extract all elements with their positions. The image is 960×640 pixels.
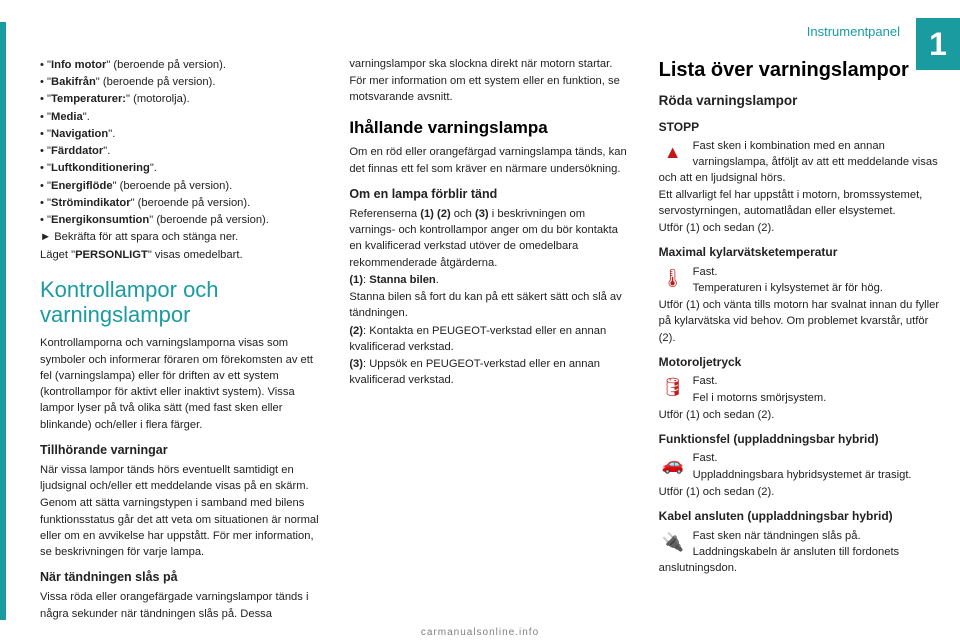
menu-bullet: "Färddator". (50, 143, 321, 159)
warning-lead: Fast sken när tändningen slås på. (659, 528, 940, 544)
menu-bullet: "Energikonsumtion" (beroende på version)… (50, 212, 321, 228)
warning-body: Ett allvarligt fel har uppstått i motorn… (659, 187, 940, 219)
warning-item-block: 🛢Fast.Fel i motorns smörjsystem. (659, 373, 940, 405)
warning-lead: Fast. (659, 450, 940, 466)
col2-p4: Referenserna (1) (2) och (3) i beskrivni… (349, 206, 630, 271)
warning-body: Fel i motorns smörjsystem. (659, 390, 940, 406)
col2-h4-forblir: Om en lampa förblir tänd (349, 185, 630, 203)
col1-p2: När vissa lampor tänds hörs eventuellt s… (40, 462, 321, 494)
t: (3) (349, 358, 363, 370)
warning-lead: Fast. (659, 373, 940, 389)
warning-item-block: 🌡Fast.Temperaturen i kylsystemet är för … (659, 264, 940, 296)
warning-action: Utför (1) och sedan (2). (659, 484, 940, 500)
col2-p2: För mer information om ett system eller … (349, 73, 630, 105)
footer-url: carmanualsonline.info (0, 627, 960, 638)
col2-l3: (3): Uppsök en PEUGEOT-verkstad eller en… (349, 356, 630, 388)
menu-bullet: "Strömindikator" (beroende på version). (50, 195, 321, 211)
warning-action: Utför (1) och sedan (2). (659, 220, 940, 236)
menu-bullet: "Temperaturer:" (motorolja). (50, 91, 321, 107)
col3-title: Lista över varningslampor (659, 56, 940, 85)
t: (1) (2) (420, 208, 450, 220)
t: (2) (349, 325, 363, 337)
section-heading-kontrollampor: Kontrollampor och varningslampor (40, 277, 321, 328)
t: och (451, 208, 475, 220)
warning-lead: Fast. (659, 264, 940, 280)
warning-item-title: Maximal kylarvätsketemperatur (659, 244, 940, 261)
header-section-label: Instrumentpanel (807, 24, 900, 39)
warning-item-title: STOPP (659, 119, 940, 136)
mode-post: " visas omedelbart. (148, 249, 243, 261)
col2-h4-tandning: När tändningen slås på (40, 568, 321, 586)
menu-bullet: "Energiflöde" (beroende på version). (50, 178, 321, 194)
col3-sub: Röda varningslampor (659, 91, 940, 111)
warning-icon: 🔌 (659, 530, 687, 554)
mode-line: Läget "PERSONLIGT" visas omedelbart. (40, 247, 321, 263)
mode-bold: PERSONLIGT (75, 249, 148, 261)
warning-item-block: ▲Fast sken i kombination med en annan va… (659, 138, 940, 219)
warning-item-block: 🔌Fast sken när tändningen slås på.Laddni… (659, 528, 940, 577)
warning-icon: 🚗 (659, 452, 687, 476)
menu-bullet: "Media". (50, 109, 321, 125)
col1-p3: Genom att sätta varningstypen i samband … (40, 495, 321, 560)
menu-bullet: "Info motor" (beroende på version). (50, 57, 321, 73)
col2-l1: (1): Stanna bilen. (349, 272, 630, 288)
col2-l2: (2): Kontakta en PEUGEOT-verkstad eller … (349, 323, 630, 355)
warning-icon: 🛢 (659, 375, 687, 399)
t: Referenserna (349, 208, 420, 220)
warning-icon: 🌡 (659, 266, 687, 290)
warning-body: Laddningskabeln är ansluten till fordone… (659, 544, 940, 576)
warning-lead: Fast sken i kombination med en annan var… (659, 138, 940, 187)
t: : Uppsök en PEUGEOT-verkstad eller en an… (349, 358, 600, 386)
t: . (436, 274, 439, 286)
warning-item-block: 🚗Fast.Uppladdningsbara hybridsystemet är… (659, 450, 940, 482)
col1-p1: Kontrollamporna och varningslamporna vis… (40, 335, 321, 432)
menu-bullet: "Bakifrån" (beroende på version). (50, 74, 321, 90)
confirm-line: Bekräfta för att spara och stänga ner. (40, 229, 321, 245)
t: (1) (349, 274, 363, 286)
col2-p5: Stanna bilen så fort du kan på ett säker… (349, 289, 630, 321)
warning-item-title: Funktionsfel (uppladdningsbar hybrid) (659, 431, 940, 448)
warning-item-title: Kabel ansluten (uppladdningsbar hybrid) (659, 508, 940, 525)
t: (3) (475, 208, 489, 220)
warning-body: Uppladdningsbara hybridsystemet är trasi… (659, 467, 940, 483)
col2-p3: Om en röd eller orangefärgad varningslam… (349, 144, 630, 176)
warning-action: Utför (1) och sedan (2). (659, 407, 940, 423)
mode-pre: Läget " (40, 249, 75, 261)
t: Stanna bilen (369, 274, 436, 286)
menu-bullet: "Navigation". (50, 126, 321, 142)
t: : Kontakta en PEUGEOT-verkstad eller en … (349, 325, 606, 353)
warning-icon: ▲ (659, 140, 687, 164)
page-columns: "Info motor" (beroende på version)."Baki… (40, 56, 940, 622)
accent-bar (0, 22, 6, 620)
menu-bullet: "Luftkonditionering". (50, 160, 321, 176)
col1-h4-tillhorande: Tillhörande varningar (40, 441, 321, 459)
warning-extra: Utför (1) och vänta tills motorn har sva… (659, 297, 940, 346)
warning-body: Temperaturen i kylsystemet är för hög. (659, 280, 940, 296)
warning-item-title: Motoroljetryck (659, 354, 940, 371)
col2-h3-ihallande: Ihållande varningslampa (349, 116, 630, 141)
